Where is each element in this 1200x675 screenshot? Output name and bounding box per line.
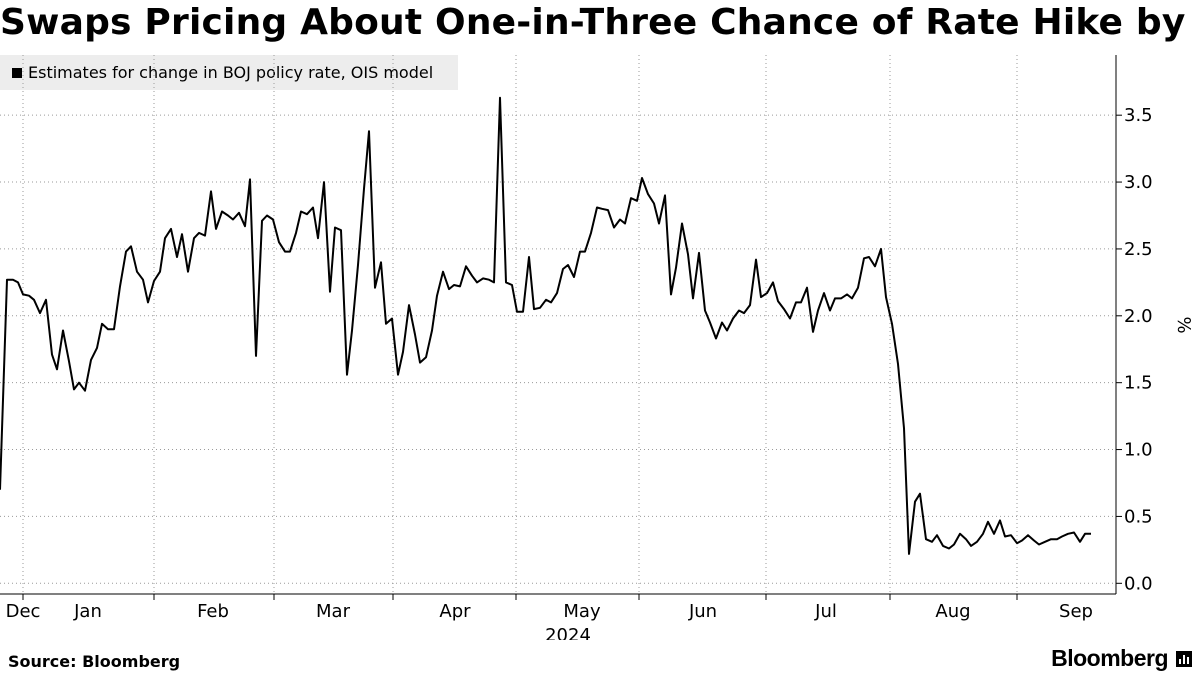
chart-title: Swaps Pricing About One-in-Three Chance …	[0, 2, 1200, 43]
x-tick-label-aug: Aug	[935, 601, 970, 622]
legend-label: Estimates for change in BOJ policy rate,…	[28, 63, 434, 82]
x-tick-label-may: May	[563, 601, 601, 622]
y-tick-label: 2.0	[1124, 306, 1153, 327]
x-tick-label-apr: Apr	[439, 601, 471, 622]
x-tick-label-jul: Jul	[814, 601, 837, 622]
line-chart: 0.0 0.5 1.0 1.5 2.0 2.5 3.0 3.5% Dec Jan Feb Mar Apr…	[0, 55, 1194, 640]
series-line-0	[0, 96, 1091, 555]
x-tick-label-sep: Sep	[1059, 601, 1093, 622]
legend: Estimates for change in BOJ policy rate,…	[0, 55, 458, 90]
x-year-label: 2024	[545, 625, 591, 640]
y-tick-label: 2.5	[1124, 239, 1153, 260]
y-tick-label: 3.0	[1124, 172, 1153, 193]
brand-name: Bloomberg	[1051, 645, 1168, 671]
y-tick-label: 0.5	[1124, 506, 1153, 527]
source-note: Source: Bloomberg	[8, 652, 181, 671]
x-tick-label-feb: Feb	[197, 601, 229, 622]
y-tick-label: 1.5	[1124, 373, 1153, 394]
y-axis-label: %	[1173, 316, 1194, 333]
brand-logo: Bloomberg	[1051, 645, 1192, 672]
x-tick-label-dec: Dec	[6, 601, 41, 622]
bloomberg-bars-icon	[1176, 650, 1192, 667]
y-tick-label: 3.5	[1124, 105, 1153, 126]
y-tick-label: 0.0	[1124, 573, 1153, 594]
y-tick-label: 1.0	[1124, 440, 1153, 461]
x-tick-label-jan: Jan	[73, 601, 102, 622]
x-tick-label-jun: Jun	[688, 601, 717, 622]
legend-swatch	[12, 67, 22, 78]
x-tick-label-mar: Mar	[316, 601, 351, 622]
